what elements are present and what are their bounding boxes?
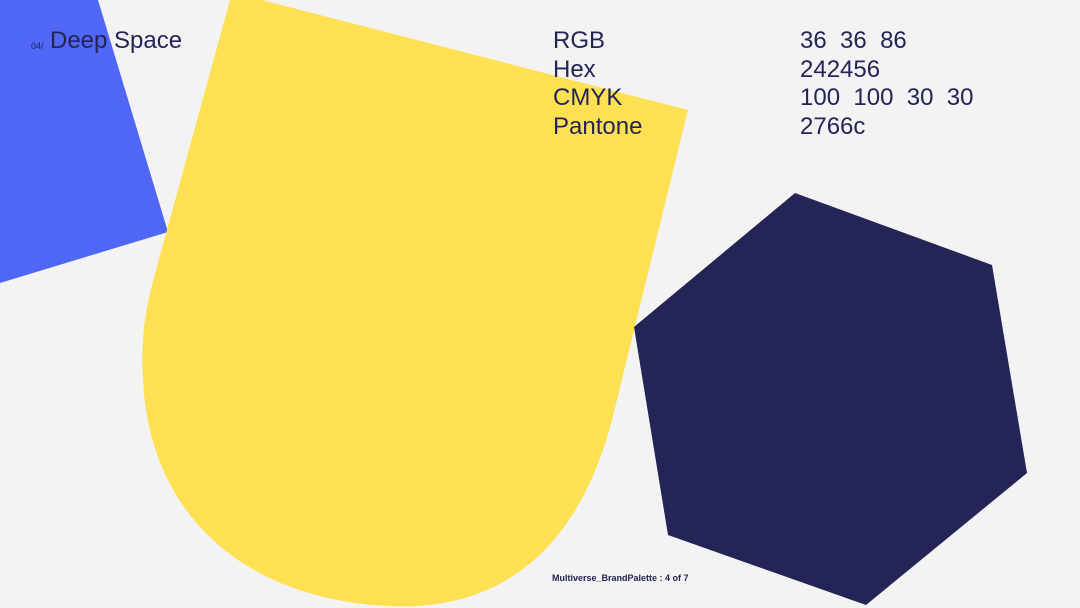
spec-value: 2766c (800, 113, 866, 141)
spec-value: 100 100 30 30 (800, 84, 974, 112)
navy-hexagon (634, 193, 1027, 605)
spec-label: Hex (553, 55, 596, 83)
spec-value: 36 36 86 (800, 27, 907, 54)
spec-label: CMYK (553, 84, 623, 112)
yellow-shape (142, 0, 688, 607)
footer: Multiverse_BrandPalette : 4 of 7 (552, 573, 689, 583)
color-name: Deep Space (50, 27, 183, 54)
spec-label: RGB (553, 27, 606, 54)
spec-value: 242456 (800, 55, 881, 83)
slide-index: 04/ (31, 41, 44, 51)
blue-shape (0, 0, 168, 283)
spec-label: Pantone (553, 113, 643, 141)
